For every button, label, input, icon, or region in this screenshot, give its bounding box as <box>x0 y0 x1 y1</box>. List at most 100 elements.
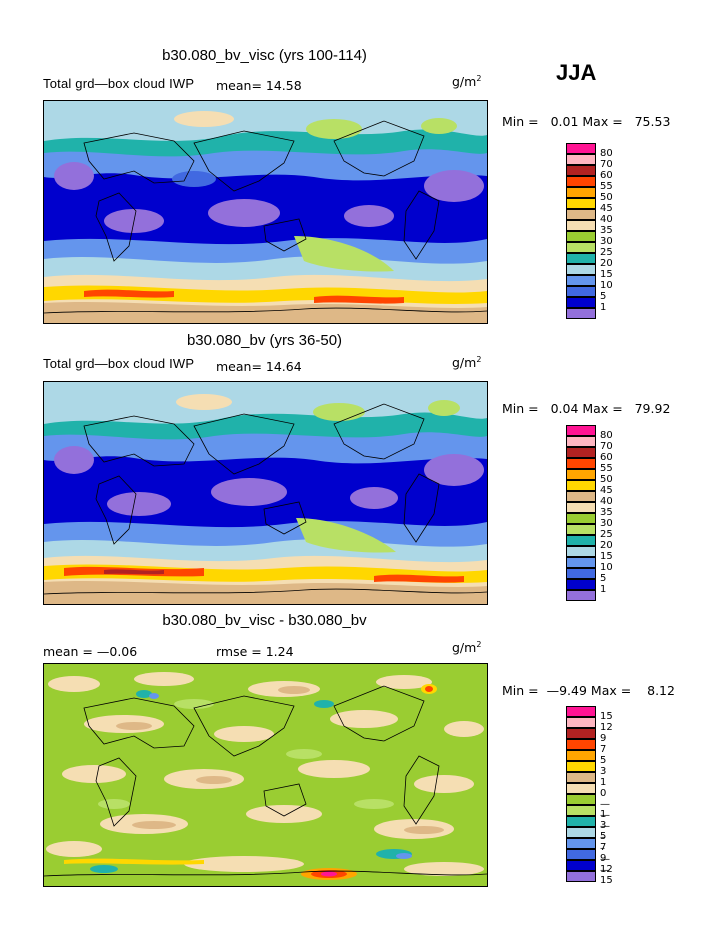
colorbar-label: 1 <box>600 584 607 595</box>
colorbar-swatch <box>566 209 596 220</box>
colorbar-label: –9 <box>600 843 607 864</box>
colorbar-swatch <box>566 308 596 319</box>
colorbar-swatch <box>566 728 596 739</box>
colorbar-swatch <box>566 176 596 187</box>
colorbar-label: 35 <box>600 225 613 236</box>
colorbar-swatch <box>566 772 596 783</box>
panel-1-map <box>43 100 488 324</box>
panel-3-title: b30.080_bv_visc - b30.080_bv <box>162 612 367 629</box>
colorbar-label: 45 <box>600 203 613 214</box>
colorbar-swatch <box>566 568 596 579</box>
colorbar-label: 7 <box>600 744 607 755</box>
colorbar-swatch <box>566 750 596 761</box>
colorbar-label: 30 <box>600 518 613 529</box>
panel-2-minmax: Min = 0.04 Max = 79.92 <box>502 401 671 416</box>
colorbar-label: —5 <box>600 821 610 842</box>
colorbar-swatch <box>566 827 596 838</box>
colorbar-label: 25 <box>600 247 613 258</box>
colorbar-label: 12 <box>600 722 613 733</box>
panel-2-units: g/m2 <box>452 355 482 371</box>
panel-2-map <box>43 381 488 605</box>
colorbar-swatch <box>566 557 596 568</box>
colorbar-label: 15 <box>600 551 613 562</box>
colorbar-label: 60 <box>600 452 613 463</box>
colorbar-swatch <box>566 761 596 772</box>
panel-1-units: g/m2 <box>452 74 482 90</box>
colorbar-label: 3 <box>600 766 607 777</box>
colorbar-swatch <box>566 286 596 297</box>
colorbar-label: —12 <box>600 854 613 875</box>
colorbar-label: 9 <box>600 733 607 744</box>
panel-3-rmse: rmse = 1.24 <box>216 644 294 659</box>
colorbar-label: 0 <box>600 788 607 799</box>
colorbar-label: 55 <box>600 181 613 192</box>
panel-1-minmax: Min = 0.01 Max = 75.53 <box>502 114 671 129</box>
panel-3-minmax: Min = —9.49 Max = 8.12 <box>502 683 675 698</box>
panel-3-map <box>43 663 488 887</box>
colorbar-swatch <box>566 502 596 513</box>
colorbar-swatch <box>566 231 596 242</box>
panel-1-title: b30.080_bv_visc (yrs 100-114) <box>162 47 367 64</box>
colorbar-swatch <box>566 469 596 480</box>
colorbar-label: —15 <box>600 865 613 886</box>
colorbar-swatch <box>566 425 596 436</box>
colorbar-swatch <box>566 706 596 717</box>
colorbar-swatch <box>566 579 596 590</box>
colorbar-label: 80 <box>600 430 613 441</box>
colorbar-swatch <box>566 253 596 264</box>
colorbar-swatch <box>566 220 596 231</box>
colorbar-swatch <box>566 805 596 816</box>
colorbar-swatch <box>566 242 596 253</box>
colorbar-swatch <box>566 491 596 502</box>
panel-2-variable: Total grd—box cloud IWP <box>43 356 195 371</box>
colorbar-swatch <box>566 849 596 860</box>
colorbar-swatch <box>566 143 596 154</box>
colorbar-label: 70 <box>600 159 613 170</box>
colorbar-label: 15 <box>600 711 613 722</box>
colorbar-label: 50 <box>600 474 613 485</box>
colorbar-label: 40 <box>600 496 613 507</box>
colorbar-swatch <box>566 783 596 794</box>
colorbar-label: 1 <box>600 777 607 788</box>
colorbar-swatch <box>566 187 596 198</box>
colorbar-swatch <box>566 447 596 458</box>
panel-3-field <box>44 664 487 886</box>
colorbar-label: 20 <box>600 258 613 269</box>
colorbar-swatch <box>566 794 596 805</box>
colorbar-label: 50 <box>600 192 613 203</box>
colorbar-label: 5 <box>600 755 607 766</box>
colorbar-label: 5 <box>600 291 607 302</box>
colorbar-label: 55 <box>600 463 613 474</box>
colorbar-swatch <box>566 513 596 524</box>
colorbar-label: 80 <box>600 148 613 159</box>
colorbar-label: 5 <box>600 573 607 584</box>
colorbar-swatch <box>566 198 596 209</box>
panel-2-field <box>44 382 487 604</box>
colorbar-swatch <box>566 275 596 286</box>
panel-2-mean: mean= 14.64 <box>216 359 302 374</box>
panel-3-mean: mean = —0.06 <box>43 644 138 659</box>
colorbar-label: 70 <box>600 441 613 452</box>
colorbar-swatch <box>566 436 596 447</box>
colorbar-label: 20 <box>600 540 613 551</box>
colorbar-label: —1 <box>600 799 610 820</box>
colorbar-swatch <box>566 458 596 469</box>
colorbar-swatch <box>566 535 596 546</box>
colorbar-swatch <box>566 546 596 557</box>
colorbar-label: 60 <box>600 170 613 181</box>
colorbar-label: 25 <box>600 529 613 540</box>
colorbar-swatch <box>566 838 596 849</box>
colorbar-label: 40 <box>600 214 613 225</box>
season-label: JJA <box>556 60 597 85</box>
colorbar-swatch <box>566 524 596 535</box>
colorbar-swatch <box>566 480 596 491</box>
colorbar-swatch <box>566 154 596 165</box>
colorbar-label: 35 <box>600 507 613 518</box>
colorbar-swatch <box>566 739 596 750</box>
colorbar-swatch <box>566 860 596 871</box>
colorbar-label: 45 <box>600 485 613 496</box>
panel-1-field <box>44 101 487 323</box>
colorbar-swatch <box>566 816 596 827</box>
colorbar-label: —3 <box>600 810 610 831</box>
colorbar-label: 30 <box>600 236 613 247</box>
